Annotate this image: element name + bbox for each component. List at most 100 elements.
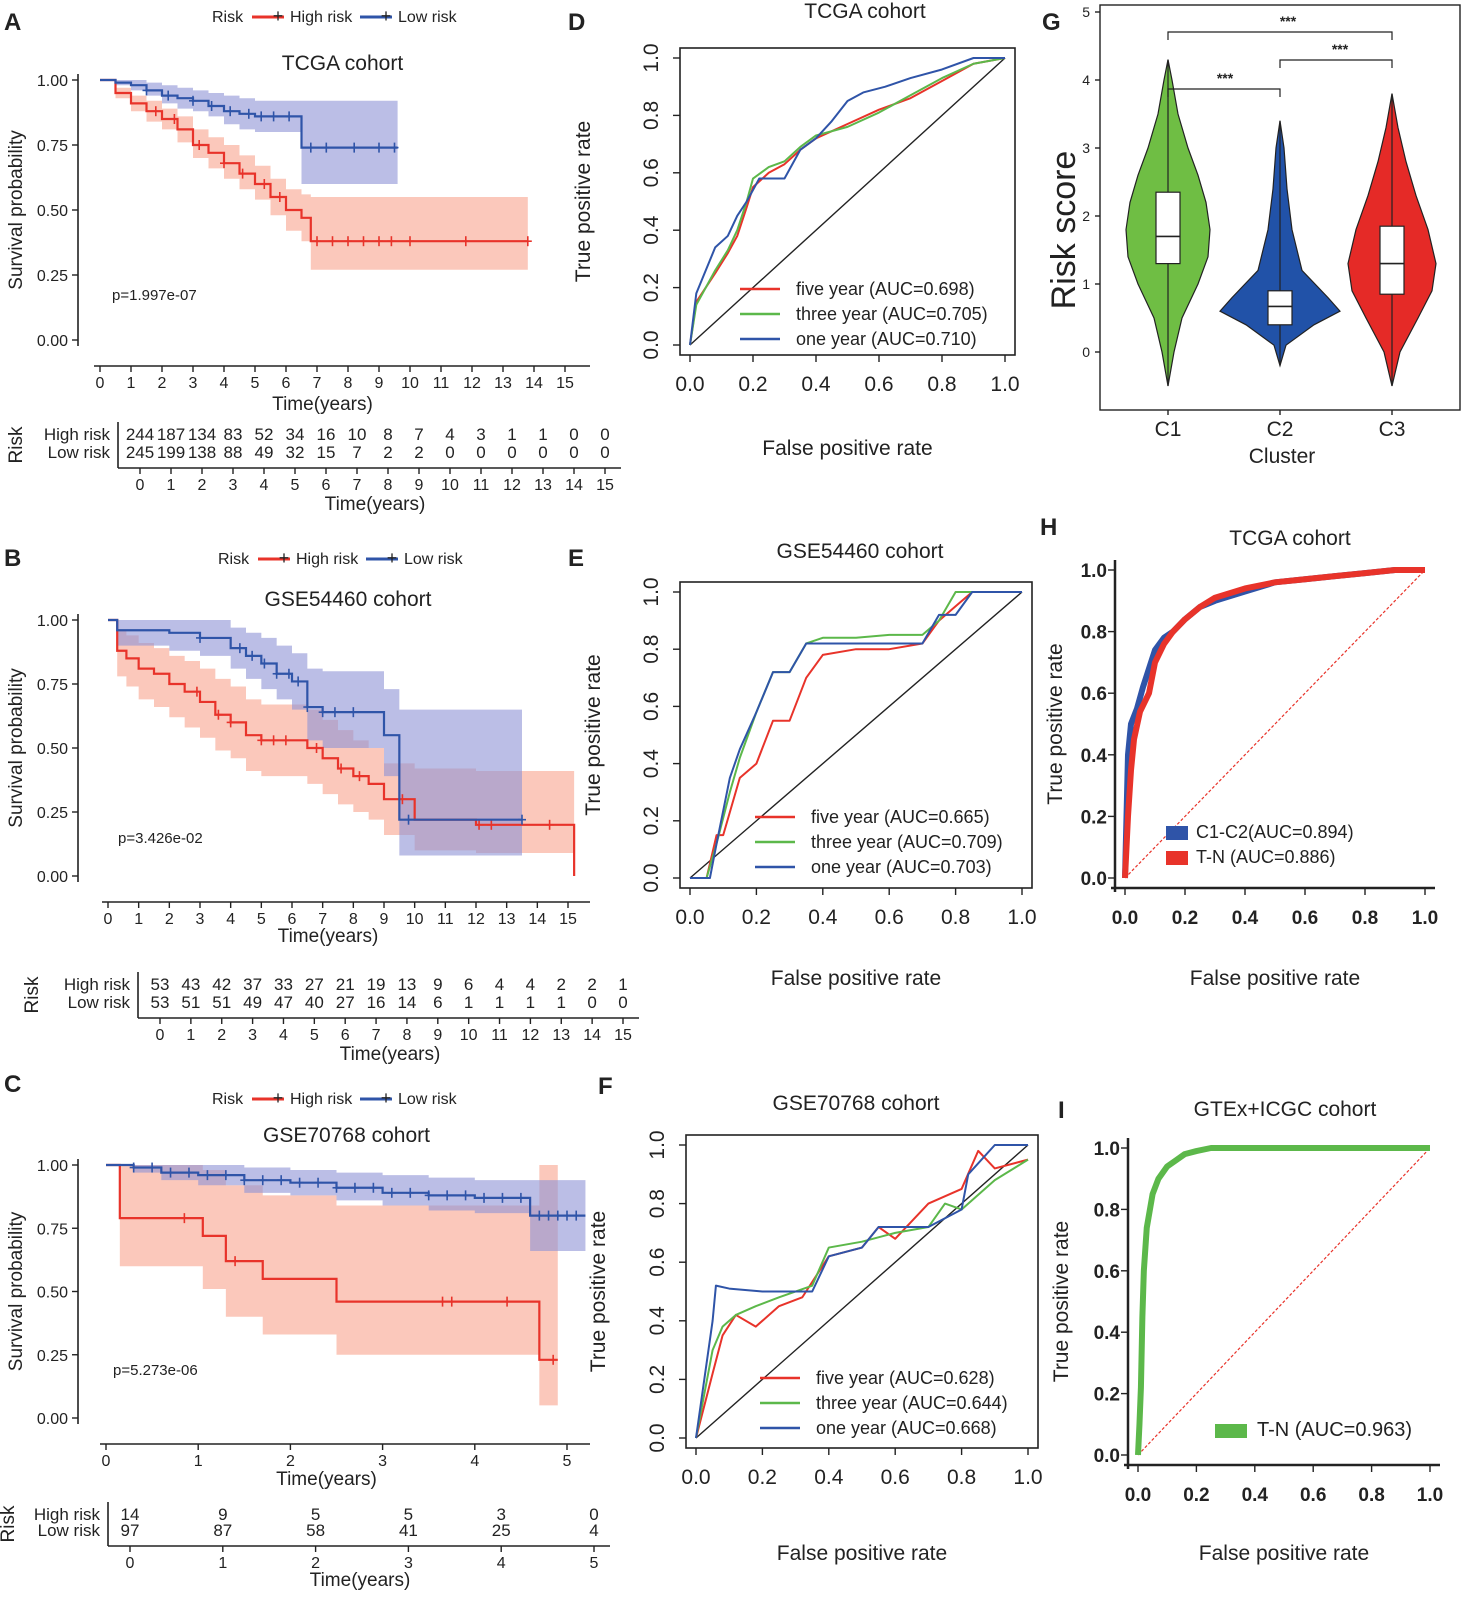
x-tick-label: 1.0 — [990, 373, 1019, 396]
x-tick-label: 1.0 — [1412, 908, 1438, 929]
y-tick-label: 1 — [1082, 276, 1090, 292]
x-tick-label: 12 — [467, 911, 485, 928]
x-tick-label: 12 — [463, 375, 481, 392]
significance-bracket — [1167, 31, 1393, 40]
risk-table-tick-label: 14 — [565, 477, 583, 494]
roc-curve-0 — [1135, 1145, 1430, 1456]
y-axis-label: True positive rate — [587, 1211, 610, 1372]
y-tick-label: 0.00 — [37, 1411, 68, 1428]
risk-count: 87 — [213, 1521, 232, 1540]
y-axis-label: Risk score — [1045, 151, 1083, 310]
significance-bracket — [1167, 88, 1281, 97]
panel-label-g: G — [1042, 9, 1061, 36]
y-tick-label: 1.0 — [1081, 561, 1107, 582]
y-tick-label: 0.2 — [640, 273, 663, 302]
risk-table-tick-label: 13 — [552, 1027, 570, 1044]
significance-bracket — [1279, 59, 1393, 68]
x-axis-label: False positive rate — [762, 437, 932, 460]
roc-curve-2 — [695, 1144, 1028, 1439]
risk-count: 25 — [492, 1521, 511, 1540]
risk-table-tick-label: 3 — [229, 477, 238, 494]
x-tick-label: 1.0 — [1417, 1485, 1443, 1506]
risk-table-tick-label: 4 — [260, 477, 269, 494]
risk-count: 0 — [507, 443, 516, 462]
y-tick-label: 0.0 — [640, 330, 663, 359]
x-tick-label: 0.6 — [1300, 1485, 1326, 1506]
risk-count: 27 — [336, 993, 355, 1012]
x-tick-label: 13 — [498, 911, 516, 928]
p-value: p=3.426e-02 — [118, 830, 203, 847]
risk-count: 0 — [569, 425, 578, 444]
risk-count: 187 — [157, 425, 185, 444]
risk-count: 15 — [317, 443, 336, 462]
x-tick-label: 15 — [556, 375, 574, 392]
y-tick-label: 1.0 — [646, 1130, 669, 1159]
risk-table-tick-label: 12 — [522, 1027, 540, 1044]
y-tick-label: 0.25 — [37, 1348, 68, 1365]
y-tick-label: 0.8 — [1094, 1200, 1120, 1221]
risk-count: 0 — [600, 425, 609, 444]
x-tick-label: 4 — [220, 375, 229, 392]
chart-title: TCGA cohort — [804, 0, 926, 23]
legend-high-label: High risk — [290, 9, 353, 26]
risk-count: 5 — [404, 1505, 413, 1524]
y-tick-label: 1.00 — [37, 613, 68, 630]
y-tick-label: 0.75 — [37, 677, 68, 694]
risk-count: 52 — [255, 425, 274, 444]
risk-count: 4 — [495, 975, 504, 994]
risk-count: 58 — [306, 1521, 325, 1540]
risk-count: 1 — [495, 993, 504, 1012]
y-tick-label: 0.0 — [1081, 869, 1107, 890]
risk-table-tick-label: 1 — [218, 1555, 227, 1572]
x-tick-label: 3 — [196, 911, 205, 928]
risk-count: 16 — [367, 993, 386, 1012]
risk-table-tick-label: 1 — [167, 477, 176, 494]
y-tick-label: 0.8 — [646, 1189, 669, 1218]
risk-count: 0 — [589, 1505, 598, 1524]
legend-label: three year (AUC=0.709) — [811, 832, 1003, 852]
risk-table-tick-label: 2 — [311, 1555, 320, 1572]
y-axis-label: True positive rate — [1050, 1221, 1073, 1382]
risk-table-tick-label: 0 — [136, 477, 145, 494]
risk-count: 14 — [121, 1505, 140, 1524]
risk-count: 32 — [286, 443, 305, 462]
y-tick-label: 0.50 — [37, 203, 68, 220]
x-tick-label: 0.0 — [1125, 1485, 1151, 1506]
risk-count: 245 — [126, 443, 154, 462]
y-tick-label: 0.0 — [1094, 1446, 1120, 1467]
y-tick-label: 0.00 — [37, 869, 68, 886]
y-axis-label: Survival probability — [6, 1211, 27, 1371]
panel-label-d: D — [568, 9, 585, 36]
x-tick-label: 15 — [559, 911, 577, 928]
x-tick-label: 4 — [226, 911, 235, 928]
legend-label: C1-C2(AUC=0.894) — [1196, 822, 1354, 842]
legend-label: three year (AUC=0.644) — [816, 1393, 1008, 1413]
legend-label: three year (AUC=0.705) — [796, 304, 988, 324]
legend-low-mark: + — [387, 548, 398, 568]
x-tick-label: 11 — [433, 375, 450, 392]
km-curve-low — [106, 1163, 586, 1217]
x-tick-label: 0.4 — [1232, 908, 1259, 929]
y-tick-label: 0.4 — [640, 215, 663, 245]
legend-low-label: Low risk — [404, 551, 464, 568]
y-tick-label: 0.6 — [1094, 1262, 1120, 1283]
x-axis-label: Time(years) — [272, 394, 373, 415]
x-tick-label: 2 — [286, 1453, 295, 1470]
risk-table-tick-label: 13 — [534, 477, 552, 494]
risk-table-tick-label: 2 — [198, 477, 207, 494]
risk-table-tick-label: 2 — [217, 1027, 226, 1044]
risk-count: 49 — [243, 993, 262, 1012]
legend-low-mark: + — [381, 1088, 392, 1108]
x-tick-label: 2 — [165, 911, 174, 928]
box-c2 — [1267, 290, 1293, 326]
risk-count: 41 — [399, 1521, 418, 1540]
x-tick-label: 13 — [494, 375, 512, 392]
legend-high-label: High risk — [290, 1091, 353, 1108]
y-tick-label: 0.75 — [37, 138, 68, 155]
y-tick-label: 0.8 — [1081, 623, 1107, 644]
y-tick-label: 0.50 — [37, 1285, 68, 1302]
risk-count: 2 — [383, 443, 392, 462]
y-tick-label: 0.4 — [646, 1306, 669, 1336]
risk-table-tick-label: 15 — [596, 477, 614, 494]
risk-count: 53 — [151, 993, 170, 1012]
